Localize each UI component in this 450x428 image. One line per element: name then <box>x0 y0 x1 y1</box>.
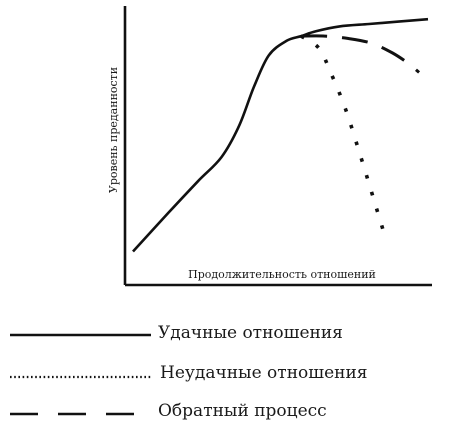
legend-label-reverse: Обратный процесс <box>158 401 327 421</box>
legend-label-successful: Удачные отношения <box>158 323 343 343</box>
plot-area <box>132 17 429 253</box>
y-axis-label: Уровень преданности <box>107 67 120 193</box>
legend-label-unsuccessful: Неудачные отношения <box>160 363 368 383</box>
series-line-reverse <box>301 34 421 74</box>
series-line-unsuccessful <box>300 34 389 243</box>
chart-axes <box>123 6 432 287</box>
legend: Удачные отношения Неудачные отношения Об… <box>10 323 368 421</box>
series-line-successful <box>132 17 429 253</box>
x-axis-label: Продолжительность отношений <box>188 268 376 281</box>
